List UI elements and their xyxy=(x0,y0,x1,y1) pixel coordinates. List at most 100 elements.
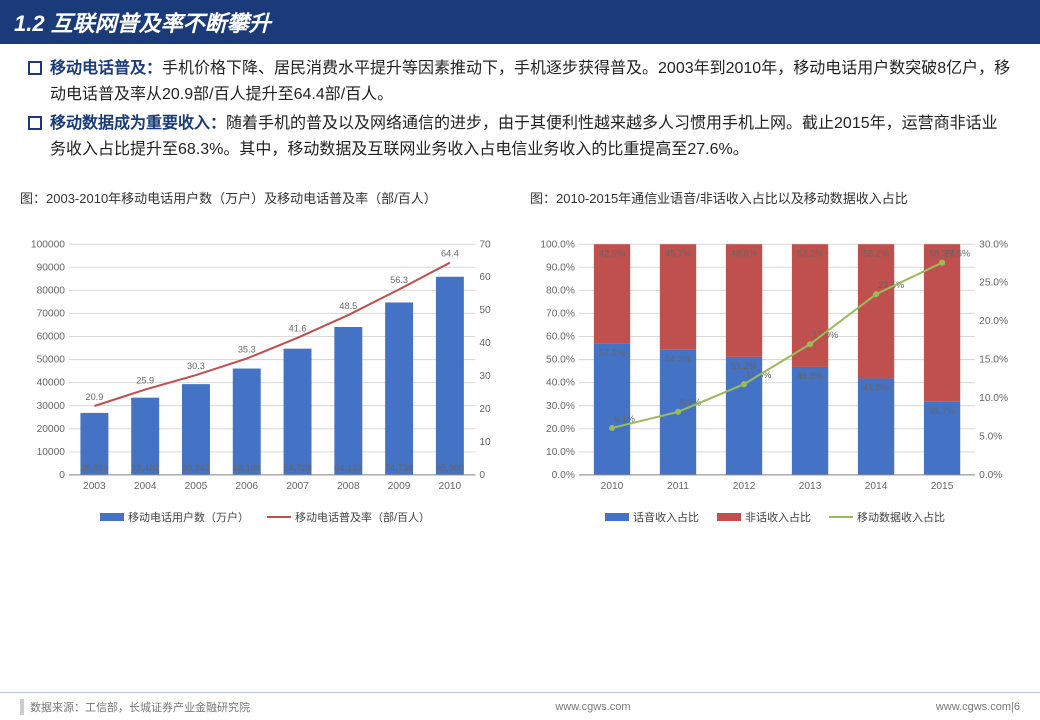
svg-text:54.3%: 54.3% xyxy=(665,354,691,364)
svg-text:40: 40 xyxy=(479,339,491,350)
bullet-2-lead: 移动数据成为重要收入： xyxy=(50,115,226,132)
svg-text:0: 0 xyxy=(59,470,65,481)
legend-mobile-data: 移动数据收入占比 xyxy=(857,509,945,525)
svg-text:74,738: 74,738 xyxy=(385,463,413,473)
svg-text:15.0%: 15.0% xyxy=(979,355,1008,366)
svg-text:42.9%: 42.9% xyxy=(599,249,625,259)
svg-text:2010: 2010 xyxy=(601,482,624,493)
svg-text:35.3: 35.3 xyxy=(238,345,256,355)
svg-text:45.7%: 45.7% xyxy=(665,249,691,259)
svg-text:56.3: 56.3 xyxy=(390,276,408,286)
svg-text:31.7%: 31.7% xyxy=(929,406,955,416)
svg-text:46.8%: 46.8% xyxy=(797,372,823,382)
svg-text:10: 10 xyxy=(479,437,491,448)
svg-text:30.0%: 30.0% xyxy=(979,240,1008,251)
svg-text:90000: 90000 xyxy=(37,263,66,274)
svg-text:33,482: 33,482 xyxy=(131,463,159,473)
svg-text:48.8%: 48.8% xyxy=(731,249,757,259)
svg-text:50000: 50000 xyxy=(37,355,66,366)
svg-text:20.0%: 20.0% xyxy=(546,424,575,435)
svg-text:30.3: 30.3 xyxy=(187,361,205,371)
chart-2-title: 图：2010-2015年通信业语音/非话收入占比以及移动数据收入占比 xyxy=(530,190,1020,226)
chart-2: 图：2010-2015年通信业语音/非话收入占比以及移动数据收入占比 0.0% 1… xyxy=(530,190,1020,524)
svg-text:39,343: 39,343 xyxy=(182,463,210,473)
legend-bar: 移动电话用户数（万户） xyxy=(128,509,249,525)
svg-text:54,729: 54,729 xyxy=(284,463,312,473)
svg-text:53.2%: 53.2% xyxy=(797,249,823,259)
svg-text:20: 20 xyxy=(479,404,491,415)
svg-text:27.6%: 27.6% xyxy=(944,249,970,259)
svg-text:2004: 2004 xyxy=(134,482,157,493)
svg-text:5.0%: 5.0% xyxy=(979,432,1002,443)
svg-text:2009: 2009 xyxy=(388,482,411,493)
svg-text:25.0%: 25.0% xyxy=(979,278,1008,289)
svg-text:100.0%: 100.0% xyxy=(540,240,575,251)
svg-text:26,869: 26,869 xyxy=(80,463,108,473)
svg-text:20.0%: 20.0% xyxy=(979,317,1008,328)
svg-text:10.0%: 10.0% xyxy=(546,447,575,458)
svg-text:2007: 2007 xyxy=(286,482,309,493)
svg-text:0.0%: 0.0% xyxy=(979,470,1002,481)
svg-text:2008: 2008 xyxy=(337,482,360,493)
svg-text:30.0%: 30.0% xyxy=(546,401,575,412)
svg-text:2014: 2014 xyxy=(865,482,888,493)
svg-text:2006: 2006 xyxy=(235,482,258,493)
svg-text:60: 60 xyxy=(479,273,491,284)
chart-1: 图：2003-2010年移动电话用户数（万户）及移动电话普及率（部/百人） 0 1… xyxy=(20,190,510,524)
body-text: 移动电话普及：手机价格下降、居民消费水平提升等因素推动下，手机逐步获得普及。20… xyxy=(0,44,1040,170)
svg-text:100000: 100000 xyxy=(31,240,65,251)
svg-text:0: 0 xyxy=(479,470,485,481)
svg-text:2011: 2011 xyxy=(667,482,689,493)
svg-text:80000: 80000 xyxy=(37,286,66,297)
svg-text:10.0%: 10.0% xyxy=(979,393,1008,404)
chart-2-legend: 话音收入占比 非话收入占比 移动数据收入占比 xyxy=(530,509,1020,525)
svg-text:30000: 30000 xyxy=(37,401,66,412)
svg-text:2012: 2012 xyxy=(733,482,756,493)
chart-1-title: 图：2003-2010年移动电话用户数（万户）及移动电话普及率（部/百人） xyxy=(20,190,510,226)
bullet-1-lead: 移动电话普及： xyxy=(50,60,162,77)
bullet-2: 移动数据成为重要收入：随着手机的普及以及网络通信的进步，由于其便利性越来越多人习… xyxy=(28,111,1012,162)
chart-1-legend: 移动电话用户数（万户） 移动电话普及率（部/百人） xyxy=(20,509,510,525)
footer: 数据来源：工信部，长城证券产业金融研究院 www.cgws.com www.cg… xyxy=(0,692,1040,720)
svg-text:2003: 2003 xyxy=(83,482,106,493)
svg-text:70.0%: 70.0% xyxy=(546,309,575,320)
chart-2-svg: 0.0% 10.0% 20.0% 30.0% 40.0% 50.0% 60.0% 70.0% 8… xyxy=(530,234,1020,499)
svg-text:46,108: 46,108 xyxy=(233,463,261,473)
svg-text:40.0%: 40.0% xyxy=(546,378,575,389)
svg-text:50.0%: 50.0% xyxy=(546,355,575,366)
chart-1-svg: 0 10000 20000 30000 40000 50000 60000 70000 8000… xyxy=(20,234,510,499)
bullet-1-text: 手机价格下降、居民消费水平提升等因素推动下，手机逐步获得普及。2003年到201… xyxy=(50,60,1010,103)
svg-text:2010: 2010 xyxy=(439,482,462,493)
footer-source: 数据来源：工信部，长城证券产业金融研究院 xyxy=(20,699,250,715)
svg-text:41.8%: 41.8% xyxy=(863,383,889,393)
legend-voice: 话音收入占比 xyxy=(633,509,699,525)
svg-text:85,900: 85,900 xyxy=(436,463,464,473)
svg-text:30: 30 xyxy=(479,371,491,382)
square-bullet-icon xyxy=(28,116,42,130)
svg-text:50: 50 xyxy=(479,306,491,317)
svg-text:25.9: 25.9 xyxy=(136,376,154,386)
svg-text:60.0%: 60.0% xyxy=(546,332,575,343)
svg-text:41.6: 41.6 xyxy=(289,324,307,334)
svg-text:20.9: 20.9 xyxy=(85,392,103,402)
section-title: 1.2 互联网普及率不断攀升 xyxy=(0,0,1040,44)
svg-text:64.4: 64.4 xyxy=(441,249,459,259)
svg-text:48.5: 48.5 xyxy=(339,301,357,311)
svg-text:0.0%: 0.0% xyxy=(552,470,575,481)
svg-text:57.1%: 57.1% xyxy=(599,348,625,358)
svg-text:40000: 40000 xyxy=(37,378,66,389)
svg-text:58.2%: 58.2% xyxy=(863,249,889,259)
svg-text:20000: 20000 xyxy=(37,424,66,435)
svg-text:70000: 70000 xyxy=(37,309,66,320)
svg-text:10000: 10000 xyxy=(37,447,66,458)
bullet-1: 移动电话普及：手机价格下降、居民消费水平提升等因素推动下，手机逐步获得普及。20… xyxy=(28,56,1012,107)
svg-text:2015: 2015 xyxy=(931,482,954,493)
legend-nonvoice: 非话收入占比 xyxy=(745,509,811,525)
svg-text:2005: 2005 xyxy=(185,482,208,493)
svg-text:80.0%: 80.0% xyxy=(546,286,575,297)
svg-text:70: 70 xyxy=(479,240,491,251)
svg-text:2013: 2013 xyxy=(799,482,822,493)
svg-text:60000: 60000 xyxy=(37,332,66,343)
legend-line: 移动电话普及率（部/百人） xyxy=(295,509,430,525)
square-bullet-icon xyxy=(28,61,42,75)
